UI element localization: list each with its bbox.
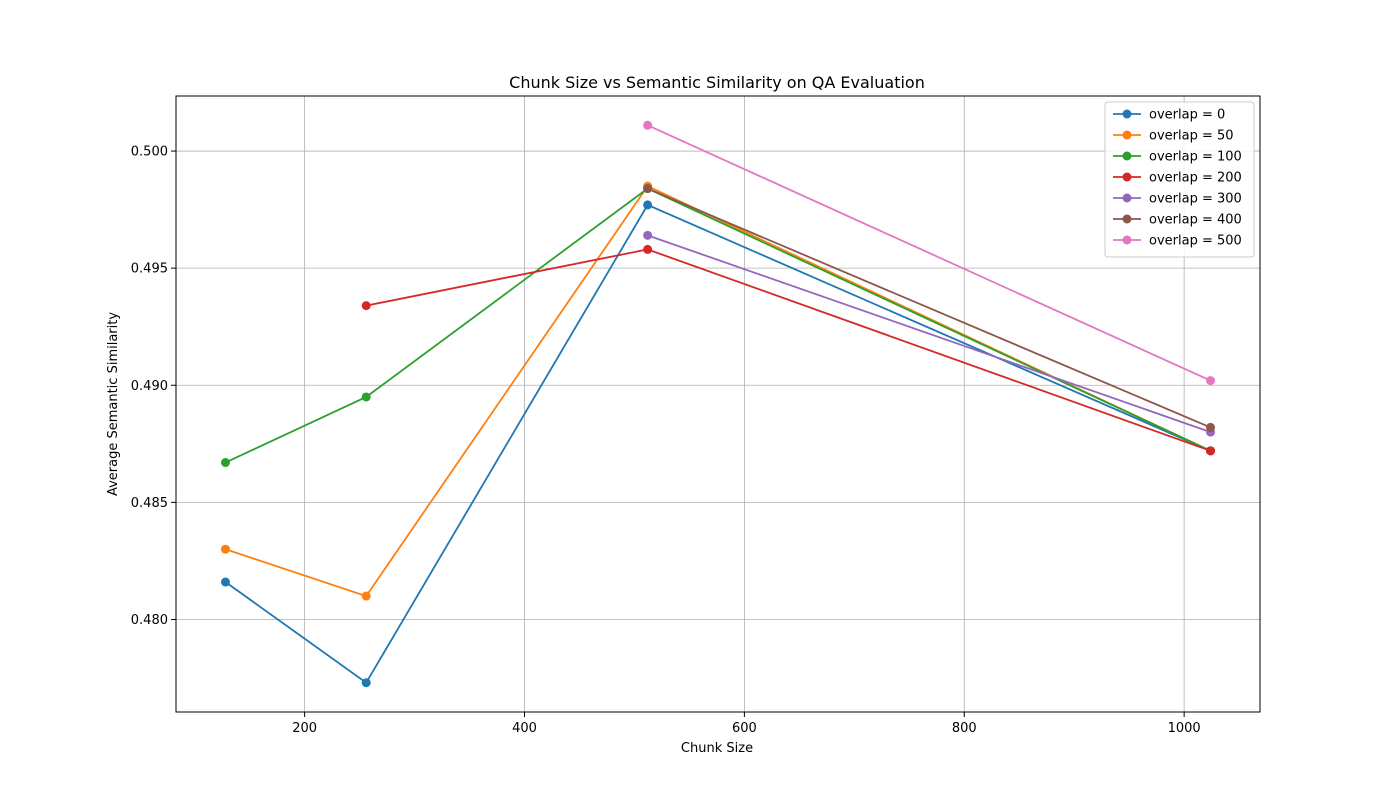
series-line [224,203,1211,685]
legend-item: overlap = 500 [1113,234,1242,249]
series-6 [643,120,1216,386]
data-point [220,577,230,587]
series-line [647,124,1211,382]
legend-marker [1122,235,1132,245]
y-tick-label: 0.495 [131,262,168,277]
legend-marker [1122,130,1132,140]
series-5 [643,184,1216,432]
legend-label: overlap = 200 [1149,171,1242,186]
legend-item: overlap = 200 [1113,171,1242,186]
x-tick-label: 400 [512,721,537,736]
x-axis-label: Chunk Size [681,741,753,756]
series-3 [361,244,1216,456]
chart-title: Chunk Size vs Semantic Similarity on QA … [509,73,925,92]
data-point [1206,376,1216,386]
data-point [643,200,653,210]
legend-marker [1122,151,1132,161]
x-tick-label: 800 [952,721,977,736]
legend-marker [1122,214,1132,224]
series-line [647,187,1211,429]
data-point [361,678,371,688]
data-point [643,120,653,130]
legend-item: overlap = 50 [1113,129,1234,144]
data-point [643,184,653,194]
legend-item: overlap = 400 [1113,213,1242,228]
data-point [361,591,371,601]
legend-marker [1122,109,1132,119]
legend-label: overlap = 300 [1149,192,1242,207]
legend-label: overlap = 100 [1149,150,1242,165]
legend-item: overlap = 0 [1113,108,1225,123]
y-axis-label: Average Semantic Similarity [106,312,121,496]
series-line [647,234,1211,433]
data-point [1206,422,1216,432]
legend-label: overlap = 400 [1149,213,1242,228]
legend-item: overlap = 100 [1113,150,1242,165]
x-tick-label: 200 [292,721,317,736]
plot-area-frame [175,95,1261,713]
series-line [225,185,1211,598]
legend-marker [1122,193,1132,203]
data-point [643,230,653,240]
series-lines [220,120,1216,688]
legend-label: overlap = 500 [1149,234,1242,249]
x-tick-label: 1000 [1168,721,1201,736]
legend-box [1104,101,1255,258]
data-point [220,544,230,554]
grid-lines [176,96,1260,712]
axis-ticks: 200 400 600 800 1000 0.480 0.485 0.490 0.495 0.50… [131,145,1201,736]
legend-label: overlap = 0 [1149,108,1225,123]
legend: overlap = 0 overlap = 50 overlap = 100 over… [1104,101,1255,258]
y-tick-label: 0.500 [131,145,168,160]
legend-item: overlap = 300 [1113,192,1242,207]
legend-label: overlap = 50 [1149,129,1234,144]
y-tick-label: 0.490 [131,379,168,394]
y-tick-label: 0.485 [131,496,168,511]
series-line [225,187,1211,464]
data-point [220,458,230,468]
data-point [1206,446,1216,456]
data-point [643,244,653,254]
data-point [361,301,371,311]
y-tick-label: 0.480 [131,613,168,628]
data-point [361,392,371,402]
x-tick-label: 600 [732,721,757,736]
legend-marker [1122,172,1132,182]
